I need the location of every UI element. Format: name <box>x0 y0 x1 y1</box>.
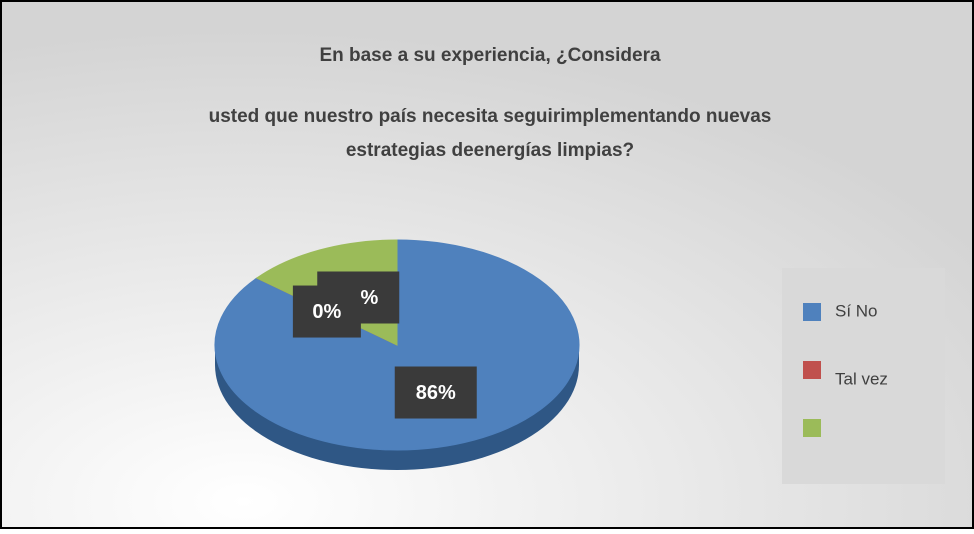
chart-title: estrategias deenergías limpias? <box>346 140 634 161</box>
legend-swatch <box>803 303 821 321</box>
data-label-box <box>292 285 361 338</box>
data-label: 0% <box>312 301 341 323</box>
legend-label: Sí No <box>835 301 878 320</box>
chart-title: En base a su experiencia, ¿Considera <box>319 45 661 66</box>
data-label: 86% <box>416 382 456 404</box>
legend-swatch <box>803 361 821 379</box>
data-label-box <box>394 366 477 419</box>
legend-swatch <box>803 419 821 437</box>
legend-label: Tal vez <box>835 369 888 388</box>
chart-title: usted que nuestro país necesita seguirim… <box>209 106 772 127</box>
